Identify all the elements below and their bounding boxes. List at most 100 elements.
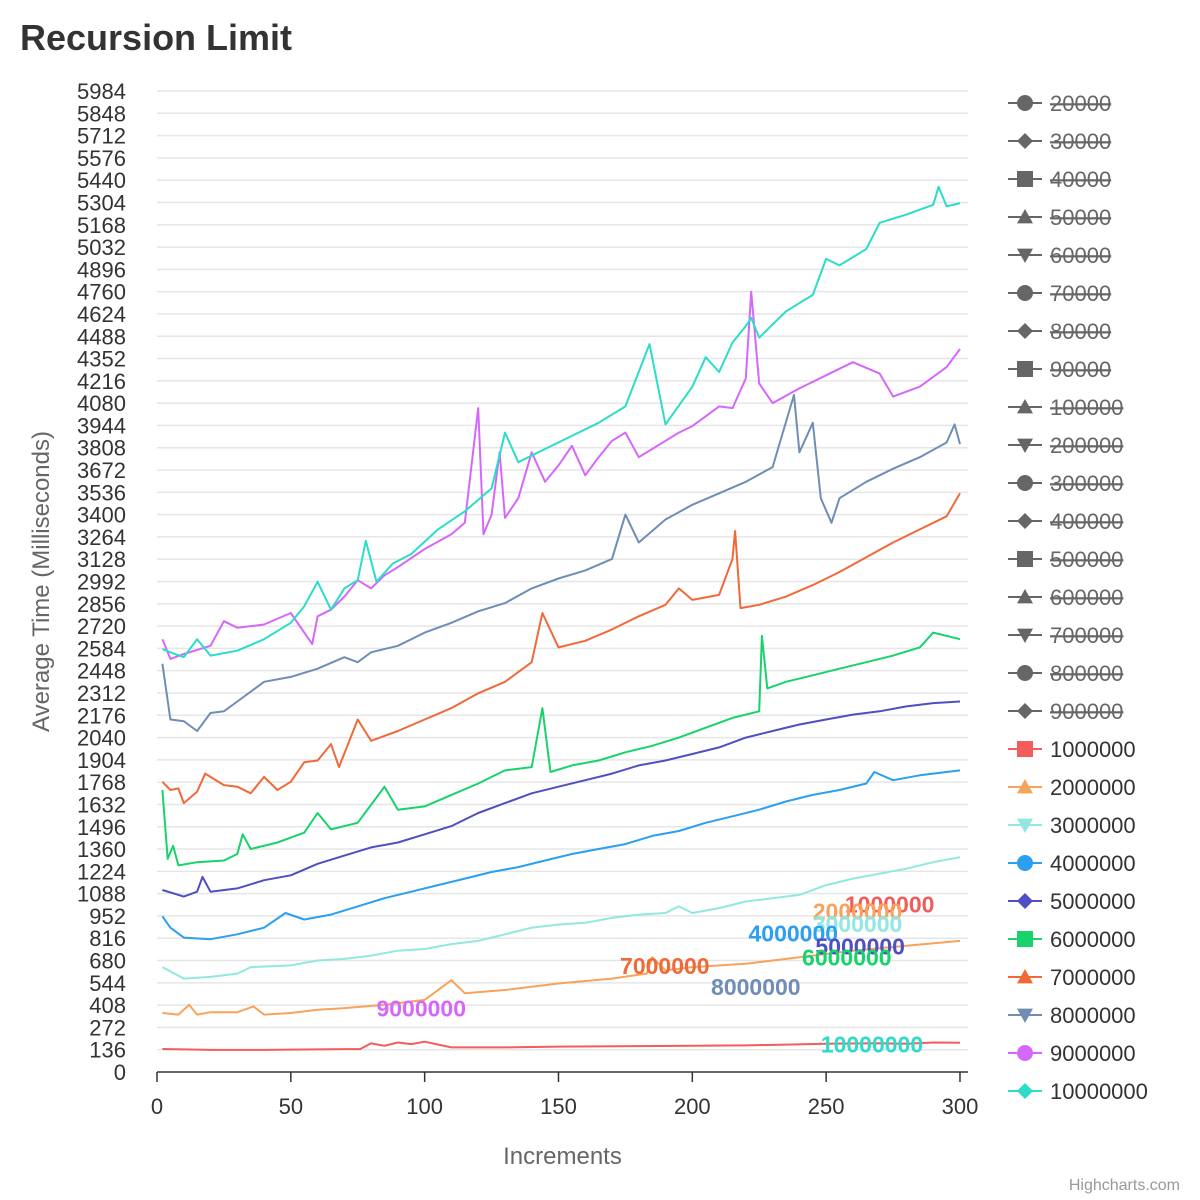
legend-marker-diamond <box>1017 1083 1033 1099</box>
y-tick-label: 1224 <box>77 859 126 884</box>
y-tick-label: 4080 <box>77 391 126 416</box>
legend-marker-circle <box>1017 475 1033 491</box>
legend-label: 700000 <box>1050 623 1123 648</box>
legend-label: 900000 <box>1050 699 1123 724</box>
series-line-6000000 <box>161 631 961 867</box>
y-tick-label: 1632 <box>77 792 126 817</box>
legend-item-3000000: 3000000 <box>1008 813 1136 838</box>
legend-item-60000: 60000 <box>1008 243 1111 268</box>
series-label-5000000: 5000000 <box>815 934 905 960</box>
legend-label: 2000000 <box>1050 775 1136 800</box>
legend-item-8000000: 8000000 <box>1008 1003 1136 1028</box>
y-tick-label: 5848 <box>77 101 126 126</box>
legend-label: 8000000 <box>1050 1003 1136 1028</box>
x-tick-label: 300 <box>942 1094 979 1119</box>
y-tick-label: 2720 <box>77 614 126 639</box>
legend-label: 400000 <box>1050 509 1123 534</box>
series-label-10000000: 10000000 <box>821 1031 923 1057</box>
legend-marker-triangle-down <box>1017 628 1033 643</box>
legend-marker-triangle <box>1017 399 1033 414</box>
y-tick-label: 3128 <box>77 547 126 572</box>
y-tick-label: 5712 <box>77 124 126 149</box>
y-tick-label: 1088 <box>77 882 126 907</box>
legend-item-200000: 200000 <box>1008 433 1123 458</box>
legend-marker-circle <box>1017 665 1033 681</box>
legend-marker-circle <box>1017 1045 1033 1061</box>
y-tick-label: 3944 <box>77 413 126 438</box>
legend-item-6000000: 6000000 <box>1008 927 1136 952</box>
series-label-2000000: 2000000 <box>813 899 903 925</box>
legend-label: 9000000 <box>1050 1041 1136 1066</box>
series-line-1000000 <box>162 1040 961 1051</box>
y-tick-label: 0 <box>114 1060 126 1085</box>
series-label-6000000: 6000000 <box>802 944 892 970</box>
x-tick-label: 0 <box>151 1094 163 1119</box>
credits: Highcharts.com <box>1069 1177 1180 1194</box>
series-line-8000000 <box>161 393 961 732</box>
y-tick-label: 4488 <box>77 324 126 349</box>
legend-label: 90000 <box>1050 357 1111 382</box>
y-tick-label: 5168 <box>77 213 126 238</box>
y-tick-label: 2448 <box>77 659 126 684</box>
legend-item-700000: 700000 <box>1008 623 1123 648</box>
legend-label: 70000 <box>1050 281 1111 306</box>
grid <box>157 90 968 1051</box>
y-tick-label: 1496 <box>77 815 126 840</box>
y-tick-label: 3808 <box>77 436 126 461</box>
legend-item-10000000: 10000000 <box>1008 1079 1148 1104</box>
y-tick-label: 5984 <box>77 79 126 104</box>
series-line-7000000 <box>161 492 961 805</box>
series-label-9000000: 9000000 <box>376 996 466 1022</box>
series-line-5000000 <box>162 700 961 898</box>
legend-marker-circle <box>1017 95 1033 111</box>
x-tick-label: 200 <box>674 1094 711 1119</box>
legend-label: 300000 <box>1050 471 1123 496</box>
legend-marker-square <box>1017 551 1033 567</box>
legend-item-100000: 100000 <box>1008 395 1123 420</box>
legend-label: 50000 <box>1050 205 1111 230</box>
y-tick-label: 3672 <box>77 458 126 483</box>
y-tick-label: 4896 <box>77 257 126 282</box>
y-tick-label: 1904 <box>77 748 126 773</box>
y-tick-label: 4352 <box>77 347 126 372</box>
series-label-7000000: 7000000 <box>620 953 710 979</box>
legend-item-500000: 500000 <box>1008 547 1123 572</box>
y-tick-label: 2856 <box>77 592 126 617</box>
legend-label: 6000000 <box>1050 927 1136 952</box>
y-tick-label: 2040 <box>77 726 126 751</box>
y-tick-label: 2312 <box>77 681 126 706</box>
legend-label: 600000 <box>1050 585 1123 610</box>
y-tick-label: 3536 <box>77 480 126 505</box>
series-label-8000000: 8000000 <box>711 974 801 1000</box>
legend-marker-diamond <box>1017 513 1033 529</box>
legend-marker-triangle-down <box>1017 248 1033 263</box>
y-tick-label: 816 <box>89 926 126 951</box>
series-labels: 1000000200000030000004000000500000060000… <box>376 891 934 1057</box>
legend-marker-triangle <box>1017 779 1033 794</box>
legend-item-70000: 70000 <box>1008 281 1111 306</box>
legend-marker-diamond <box>1017 893 1033 909</box>
legend-item-90000: 90000 <box>1008 357 1111 382</box>
y-tick-label: 408 <box>89 993 126 1018</box>
legend-label: 1000000 <box>1050 737 1136 762</box>
legend-item-40000: 40000 <box>1008 167 1111 192</box>
legend-marker-triangle-down <box>1017 818 1033 833</box>
y-tick-label: 5304 <box>77 190 126 215</box>
legend-item-800000: 800000 <box>1008 661 1123 686</box>
series-label-1000000: 1000000 <box>845 891 935 917</box>
y-tick-label: 3400 <box>77 503 126 528</box>
series-label-3000000: 3000000 <box>813 911 903 937</box>
legend-item-5000000: 5000000 <box>1008 889 1136 914</box>
legend-item-2000000: 2000000 <box>1008 775 1136 800</box>
series-line-2000000 <box>162 939 961 1016</box>
legend-label: 3000000 <box>1050 813 1136 838</box>
legend-marker-triangle <box>1017 969 1033 984</box>
x-tick-label: 250 <box>808 1094 845 1119</box>
legend-marker-diamond <box>1017 703 1033 719</box>
legend-item-80000: 80000 <box>1008 319 1111 344</box>
legend-label: 60000 <box>1050 243 1111 268</box>
y-tick-label: 544 <box>89 971 126 996</box>
legend-item-900000: 900000 <box>1008 699 1123 724</box>
legend-item-400000: 400000 <box>1008 509 1123 534</box>
